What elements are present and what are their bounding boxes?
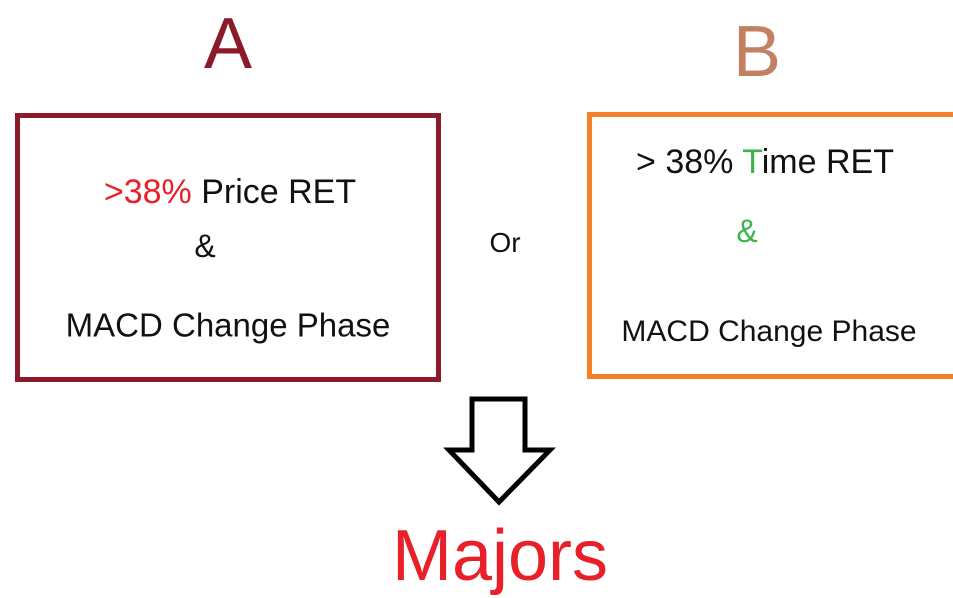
text-fragment: >38% [103, 173, 192, 211]
option-b-line3: MACD Change Phase [621, 315, 917, 348]
option-a-line1: >38% Price RET [104, 175, 356, 209]
option-a-line3: MACD Change Phase [65, 306, 391, 344]
text-fragment: T [742, 143, 762, 181]
option-b-box [587, 112, 953, 379]
text-fragment: ime RET [761, 143, 894, 181]
text-fragment: > 38% [636, 143, 743, 181]
option-b-line2: & [736, 213, 758, 249]
text-fragment: Price RET [191, 173, 357, 211]
connector: Or [489, 227, 521, 258]
down-arrow [443, 396, 556, 506]
result: Majors [391, 516, 609, 596]
option-b-line1: > 38% Time RET [636, 145, 894, 179]
option-a-label: A [203, 4, 253, 84]
option-b-label: B [732, 12, 782, 92]
option-a-line2: & [194, 228, 216, 264]
option-a-box [15, 113, 441, 382]
